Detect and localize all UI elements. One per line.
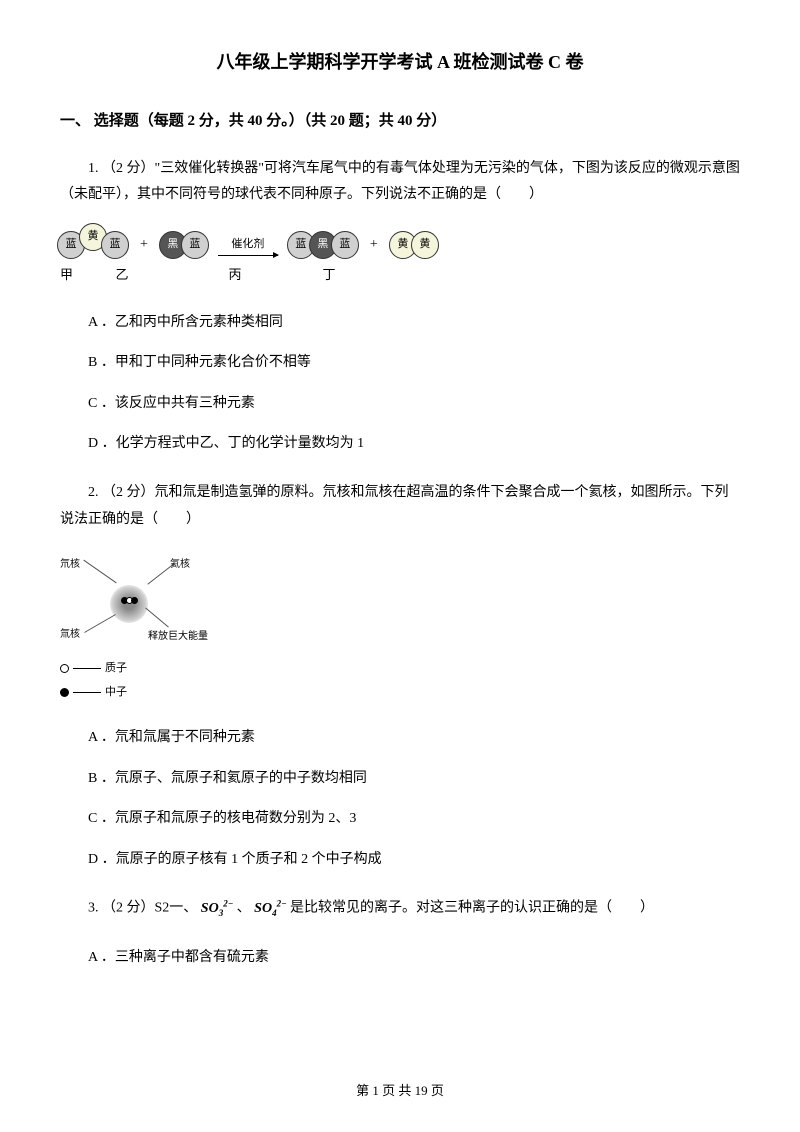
- molecule-ding: 黄 黄: [392, 231, 436, 259]
- label-energy: 释放巨大能量: [148, 627, 208, 646]
- formula-so4: SO42−: [254, 901, 286, 916]
- label-jia: 甲: [60, 263, 73, 288]
- question-3-text: 3. （2 分）S2一、 SO32− 、 SO42− 是比较常见的离子。对这三种…: [60, 895, 740, 922]
- neutron-dot-icon: [60, 688, 69, 697]
- page-title: 八年级上学期科学开学考试 A 班检测试卷 C 卷: [60, 45, 740, 79]
- option-a: A ．氘和氚属于不同种元素: [60, 725, 740, 752]
- legend-proton: 质子: [105, 658, 127, 679]
- atom-blue: 蓝: [331, 231, 359, 259]
- option-a: A ．三种离子中都含有硫元素: [60, 945, 740, 972]
- fusion-legend: 质子 中子: [60, 658, 740, 703]
- fusion-diagram: 氘核 氦核 氚核 释放巨大能量: [60, 555, 220, 650]
- section-header: 一、 选择题（每题 2 分，共 40 分。）（共 20 题；共 40 分）: [60, 107, 740, 136]
- option-d: D ．化学方程式中乙、丁的化学计量数均为 1: [60, 431, 740, 458]
- label-bing: 丙: [171, 263, 299, 288]
- q3-text-pre: 3. （2 分）S2一、: [88, 901, 197, 916]
- fusion-center: [110, 585, 148, 623]
- option-c: C ．该反应中共有三种元素: [60, 391, 740, 418]
- molecule-yi: 黑 蓝: [162, 231, 206, 259]
- question-1-text: 1. （2 分）"三效催化转换器"可将汽车尾气中的有毒气体处理为无污染的气体，下…: [60, 156, 740, 209]
- question-2-options: A ．氘和氚属于不同种元素 B ．氘原子、氚原子和氦原子的中子数均相同 C ．氘…: [60, 725, 740, 873]
- question-2-text: 2. （2 分）氘和氚是制造氢弹的原料。氘核和氚核在超高温的条件下会聚合成一个氦…: [60, 480, 740, 533]
- reaction-labels: 甲 乙 丙 丁: [60, 263, 740, 288]
- catalyst-label: 催化剂: [231, 234, 264, 255]
- proton-dot-icon: [60, 664, 69, 673]
- label-tritium: 氚核: [60, 625, 80, 644]
- reaction-diagram: 蓝 黄 蓝 + 黑 蓝 催化剂 蓝 黑 蓝 + 黄 黄: [60, 231, 740, 259]
- option-b: B ．甲和丁中同种元素化合价不相等: [60, 350, 740, 377]
- atom-yellow: 黄: [411, 231, 439, 259]
- question-1-options: A ．乙和丙中所含元素种类相同 B ．甲和丁中同种元素化合价不相等 C ．该反应…: [60, 310, 740, 458]
- reaction-arrow: 催化剂: [218, 234, 278, 256]
- label-deuterium: 氘核: [60, 555, 80, 574]
- option-d: D ．氚原子的原子核有 1 个质子和 2 个中子构成: [60, 847, 740, 874]
- page-footer: 第 1 页 共 19 页: [0, 1079, 800, 1104]
- question-3-options: A ．三种离子中都含有硫元素: [60, 945, 740, 972]
- q3-text-mid: 、: [237, 901, 251, 916]
- atom-blue: 蓝: [101, 231, 129, 259]
- option-b: B ．氘原子、氚原子和氦原子的中子数均相同: [60, 766, 740, 793]
- option-a: A ．乙和丙中所含元素种类相同: [60, 310, 740, 337]
- plus-icon: +: [370, 232, 378, 259]
- label-yi: 乙: [73, 263, 171, 288]
- atom-blue: 蓝: [181, 231, 209, 259]
- question-2-diagram: 氘核 氦核 氚核 释放巨大能量 质子 中子: [60, 555, 740, 703]
- molecule-bing: 蓝 黑 蓝: [290, 231, 356, 259]
- legend-neutron: 中子: [105, 682, 127, 703]
- plus-icon: +: [140, 232, 148, 259]
- formula-so3: SO32−: [201, 901, 233, 916]
- question-1-diagram: 蓝 黄 蓝 + 黑 蓝 催化剂 蓝 黑 蓝 + 黄 黄 甲 乙 丙 丁: [60, 231, 740, 288]
- label-ding: 丁: [299, 263, 359, 288]
- option-c: C ．氘原子和氚原子的核电荷数分别为 2、3: [60, 806, 740, 833]
- molecule-jia: 蓝 黄 蓝: [60, 231, 126, 259]
- q3-text-post: 是比较常见的离子。对这三种离子的认识正确的是（ ）: [290, 901, 654, 916]
